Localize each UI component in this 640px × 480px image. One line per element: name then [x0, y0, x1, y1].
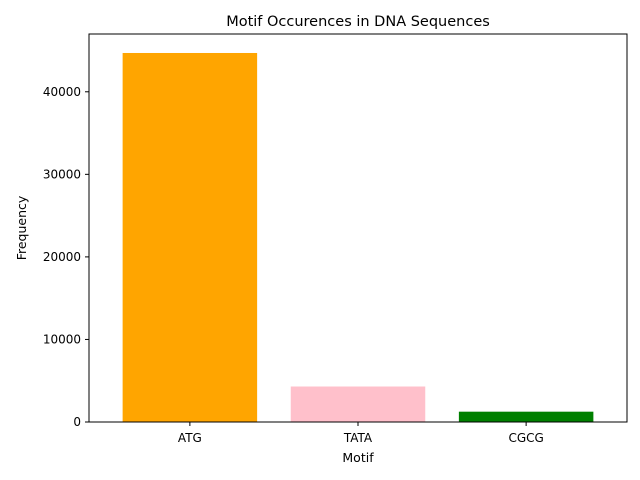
y-tick-label: 20000	[43, 250, 81, 264]
bars-group	[122, 52, 594, 422]
bar-atg	[122, 52, 258, 422]
x-ticks-group: ATG TATA CGCG	[178, 422, 544, 445]
y-axis-label: Frequency	[14, 195, 29, 260]
x-tick-label: TATA	[343, 431, 373, 445]
axes-frame	[88, 33, 628, 423]
x-tick-label: CGCG	[508, 431, 543, 445]
y-ticks-group: 0 10000 20000 30000 40000	[43, 85, 89, 429]
y-tick-label: 0	[73, 415, 81, 429]
x-tick-label: ATG	[178, 431, 202, 445]
x-axis-label: Motif	[342, 450, 374, 465]
y-tick-label: 10000	[43, 332, 81, 346]
bar-tata	[290, 386, 426, 422]
chart-title: Motif Occurences in DNA Sequences	[226, 14, 490, 30]
y-tick-label: 30000	[43, 167, 81, 181]
bar-cgcg	[458, 411, 594, 422]
y-tick-label: 40000	[43, 85, 81, 99]
